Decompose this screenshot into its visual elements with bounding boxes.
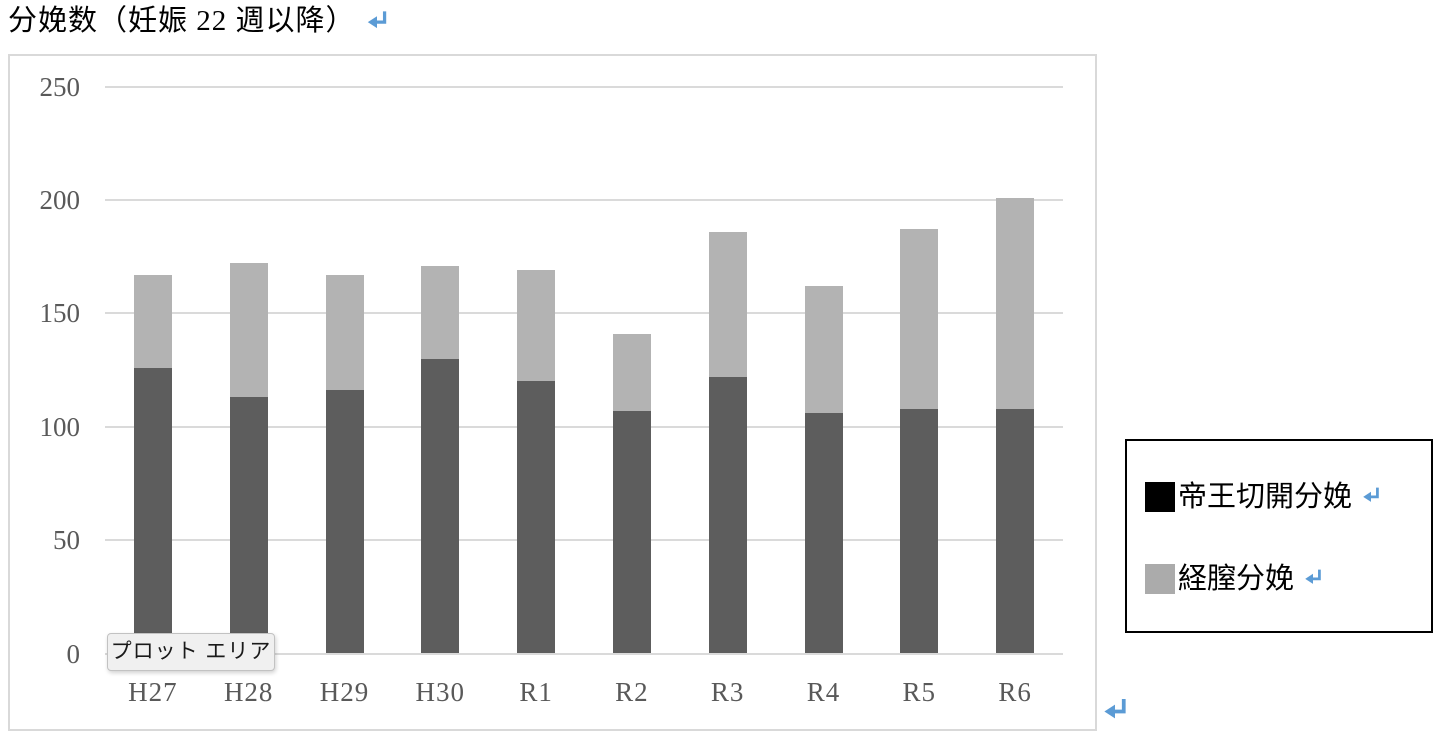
- gridline-y-50: [105, 539, 1063, 542]
- x-axis-tick-label: R1: [519, 677, 553, 707]
- x-axis-tick-label: H29: [319, 677, 370, 707]
- x-axis-tick-label: H28: [223, 677, 274, 707]
- chart-title-text: 分娩数（妊娠 22 週以降）: [8, 5, 356, 37]
- bar-r6-cesarean[interactable]: [996, 408, 1035, 654]
- linebreak-mark-icon: [364, 5, 390, 43]
- x-axis-tick-label: H30: [415, 677, 466, 707]
- bar-r1-vaginal[interactable]: [517, 270, 556, 382]
- bar-h30-vaginal[interactable]: [421, 265, 460, 359]
- bar-h30-cesarean[interactable]: [421, 358, 460, 654]
- gridline-y-200: [105, 198, 1063, 201]
- gridline-y-150: [105, 312, 1063, 315]
- bar-h29-vaginal[interactable]: [325, 274, 364, 391]
- bar-r6-vaginal[interactable]: [996, 197, 1035, 409]
- y-axis-tick-label: 50: [53, 525, 80, 556]
- chart-title: 分娩数（妊娠 22 週以降）: [8, 2, 390, 43]
- y-axis-tick-label: 200: [39, 184, 81, 215]
- legend-item-vaginal[interactable]: 経膣分娩: [1145, 559, 1324, 599]
- legend-swatch-vaginal-icon: [1145, 564, 1175, 594]
- gridline-y-100: [105, 425, 1063, 428]
- plot-area-tooltip: プロット エリア: [107, 633, 275, 671]
- bar-r2-cesarean[interactable]: [612, 410, 651, 654]
- linebreak-mark-icon: [1302, 566, 1324, 593]
- legend-item-cesarean[interactable]: 帝王切開分娩: [1145, 477, 1382, 517]
- linebreak-mark-icon: [1360, 484, 1382, 511]
- gridline-y-250: [105, 85, 1063, 88]
- x-axis-tick-label: R3: [710, 677, 745, 707]
- y-axis-tick-label: 150: [39, 298, 81, 329]
- x-axis-tick-label: H27: [128, 677, 178, 707]
- bar-r5-cesarean[interactable]: [900, 408, 939, 654]
- bar-r1-cesarean[interactable]: [517, 381, 556, 654]
- bar-r4-cesarean[interactable]: [804, 413, 843, 654]
- y-axis-tick-label: 100: [39, 411, 81, 442]
- bar-h28-cesarean[interactable]: [229, 397, 268, 654]
- x-axis-tick-label: R4: [806, 677, 841, 707]
- bar-r4-vaginal[interactable]: [804, 286, 843, 414]
- x-axis-tick-label: R5: [902, 677, 937, 707]
- plot-area-tooltip-text: プロット エリア: [110, 640, 272, 663]
- x-axis-tick-label: R6: [998, 677, 1032, 707]
- x-axis-tick-label: R2: [615, 677, 649, 707]
- bar-r3-vaginal[interactable]: [708, 231, 747, 377]
- bar-h29-cesarean[interactable]: [325, 390, 364, 654]
- linebreak-mark-icon: [1100, 694, 1130, 729]
- legend-item-label: 帝王切開分娩: [1178, 481, 1353, 513]
- legend-swatch-cesarean-icon: [1145, 482, 1175, 512]
- chart-area[interactable]: 0 50 100 150 200 250 H27 H28 H29 H30 R1 R2 R3 R4 R5 R6 …: [8, 54, 1097, 731]
- bar-r2-vaginal[interactable]: [612, 333, 651, 411]
- legend-box[interactable]: 帝王切開分娩 経膣分娩: [1125, 439, 1433, 633]
- bar-h27-cesarean[interactable]: [133, 367, 172, 654]
- bar-r5-vaginal[interactable]: [900, 229, 939, 409]
- bar-h28-vaginal[interactable]: [229, 263, 268, 398]
- gridline-y-0: [105, 652, 1063, 655]
- bar-r3-cesarean[interactable]: [708, 376, 747, 654]
- y-axis-tick-label: 0: [66, 638, 81, 669]
- legend-item-label: 経膣分娩: [1178, 563, 1295, 595]
- y-axis-tick-label: 250: [39, 71, 81, 102]
- bar-h27-vaginal[interactable]: [133, 274, 172, 368]
